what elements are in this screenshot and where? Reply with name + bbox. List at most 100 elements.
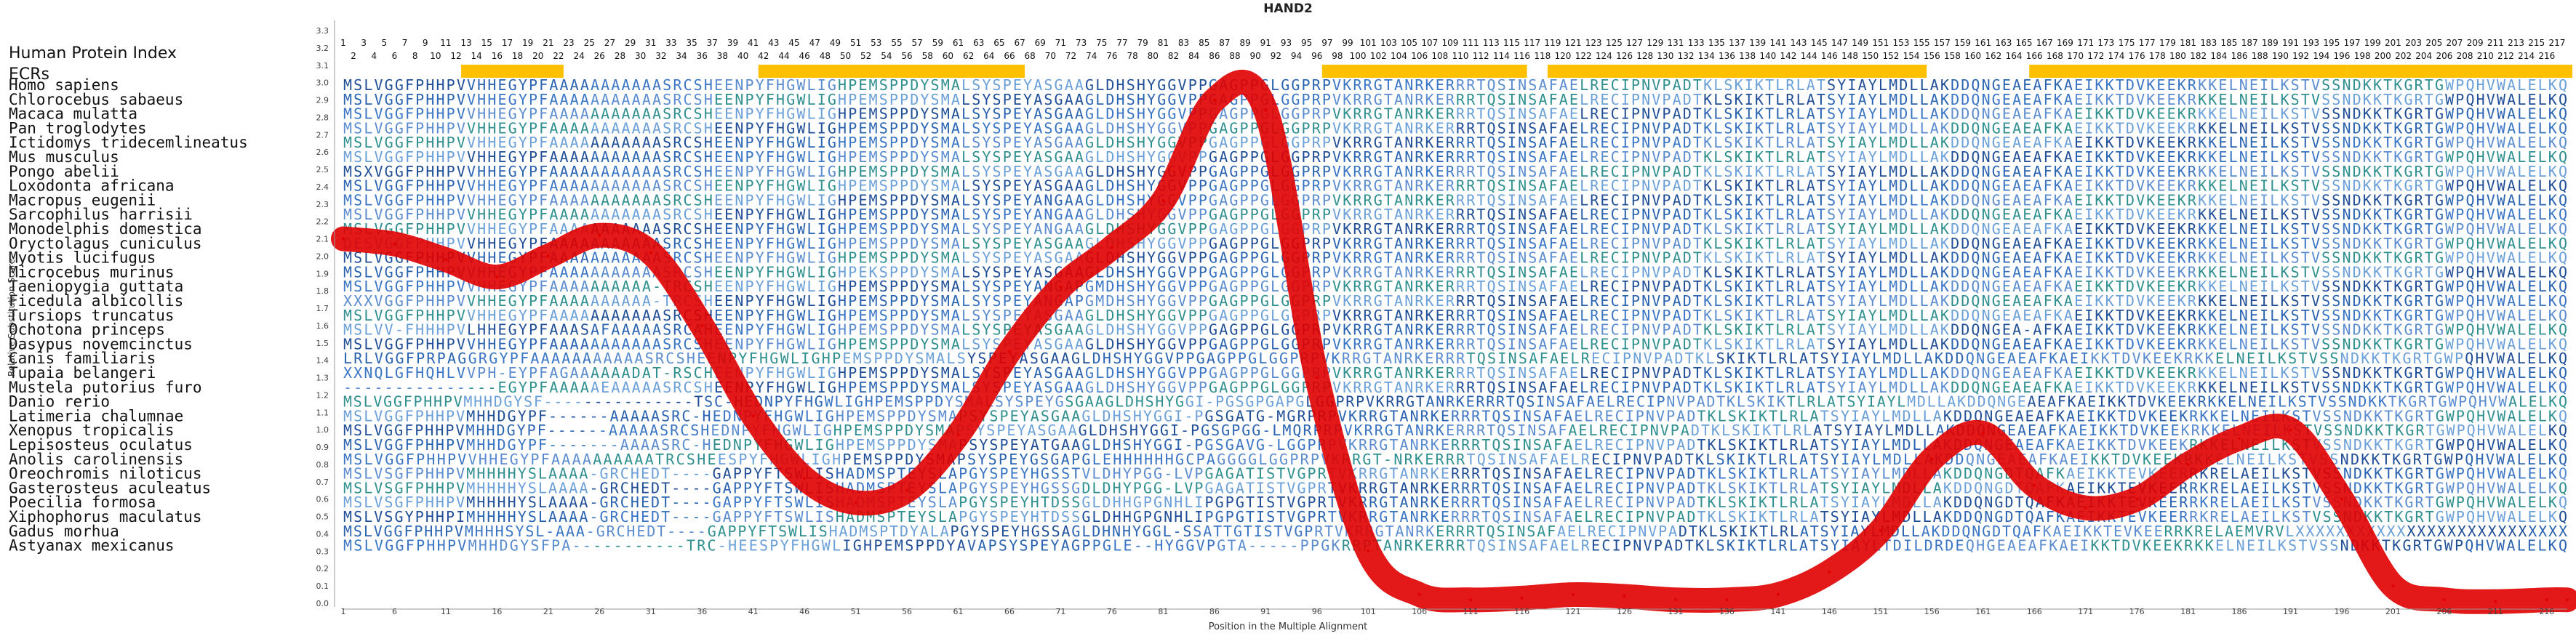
human-index-tick: 88 [1229,51,1240,61]
human-index-tick: 210 [2477,51,2494,61]
human-index-tick: 168 [2047,51,2063,61]
human-index-tick: 11 [440,38,451,48]
data-point [444,258,447,262]
x-tick-label: 21 [543,607,553,616]
x-tick-label: 161 [1975,607,1991,616]
species-label: Mustela putorius furo [9,379,202,396]
ecr-bar [758,65,1025,78]
human-index-tick: 73 [1076,38,1087,48]
human-index-tick: 136 [1719,51,1735,61]
human-index-tick: 48 [820,51,831,61]
x-tick-label: 101 [1361,607,1376,616]
species-label: Poecilia formosa [9,494,156,511]
human-index-tick: 89 [1239,38,1250,48]
human-index-tick: 116 [1513,51,1530,61]
human-index-tick: 6 [392,51,398,61]
human-index-tick: 195 [2323,38,2340,48]
human-index-tick: 162 [1985,51,2001,61]
data-point [598,233,601,237]
data-point [905,488,909,492]
human-index-tick: 103 [1380,38,1397,48]
score-curve [331,70,2576,614]
human-index-tick: 85 [1199,38,1209,48]
x-tick-label: 16 [492,607,502,616]
species-label: Microcebus murinus [9,263,175,281]
human-protein-index-label: Human Protein Index [9,44,177,63]
human-index-tick: 100 [1350,51,1367,61]
human-index-tick: 205 [2425,38,2442,48]
human-index-tick: 202 [2395,51,2412,61]
human-index-tick: 189 [2262,38,2279,48]
human-index-tick: 177 [2139,38,2156,48]
human-index-tick: 47 [809,38,820,48]
data-point [1367,550,1370,553]
human-index-tick: 59 [932,38,943,48]
species-label: Ficedula albicollis [9,292,183,310]
human-index-tick: 90 [1250,51,1261,61]
data-point [2340,497,2343,501]
human-index-tick: 58 [922,51,933,61]
y-tick-label: 0.8 [316,460,329,470]
human-index-tick: 95 [1301,38,1312,48]
human-index-tick: 33 [665,38,676,48]
species-label: Ochotona princeps [9,321,165,339]
human-index-tick: 91 [1260,38,1271,48]
human-index-tick: 127 [1626,38,1643,48]
x-tick-label: 166 [2027,607,2042,616]
human-index-tick: 53 [871,38,881,48]
human-index-tick: 52 [860,51,871,61]
human-index-tick: 40 [737,51,748,61]
x-tick-label: 191 [2283,607,2298,616]
chart-title: HAND2 [1263,1,1313,16]
x-tick-label: 131 [1668,607,1683,616]
human-index-tick: 217 [2548,38,2565,48]
human-index-tick: 129 [1647,38,1663,48]
human-index-tick: 161 [1975,38,1991,48]
human-index-tick: 120 [1555,51,1572,61]
x-tick-label: 146 [1822,607,1837,616]
data-point [2442,598,2446,602]
human-index-tick: 96 [1311,51,1322,61]
human-index-tick: 3 [361,38,367,48]
human-index-tick: 55 [891,38,902,48]
human-index-tick: 138 [1739,51,1756,61]
y-tick-label: 2.8 [316,113,329,122]
human-index-tick: 80 [1148,51,1159,61]
data-point [1315,376,1319,379]
x-tick-label: 176 [2129,607,2145,616]
x-tick-label: 181 [2180,607,2196,616]
human-index-tick: 109 [1442,38,1459,48]
x-tick-label: 111 [1463,607,1479,616]
human-index-tick: 140 [1759,51,1776,61]
data-point [546,254,550,258]
x-tick-label: 141 [1770,607,1785,616]
human-index-tick: 43 [768,38,779,48]
human-index-tick: 147 [1831,38,1848,48]
x-tick-label: 196 [2334,607,2349,616]
human-index-tick: 157 [1934,38,1951,48]
species-label: Macropus eugenii [9,191,156,209]
species-label: Canis familiaris [9,350,156,367]
x-tick-label: 86 [1209,607,1220,616]
data-point [1623,595,1626,598]
human-index-tick: 50 [840,51,851,61]
human-index-tick: 2 [351,51,356,61]
ecr-bar [1321,65,1527,78]
human-index-tick: 214 [2518,51,2535,61]
human-index-tick: 172 [2087,51,2104,61]
human-index-tick: 60 [943,51,953,61]
human-index-tick: 142 [1780,51,1797,61]
x-tick-label: 216 [2539,607,2554,616]
human-index-tick: 86 [1209,51,1220,61]
species-label: Monodelphis domestica [9,220,202,238]
human-index-tick: 208 [2457,51,2473,61]
data-point [1879,528,1882,532]
human-index-tick: 14 [471,51,482,61]
x-tick-label: 116 [1514,607,1529,616]
species-label: Pongo abelii [9,163,119,180]
human-index-tick: 137 [1729,38,1745,48]
human-index-tick: 126 [1616,51,1633,61]
human-index-tick: 163 [1995,38,2012,48]
x-tick-label: 151 [1873,607,1888,616]
species-label: Ictidomys tridecemlineatus [9,134,248,151]
